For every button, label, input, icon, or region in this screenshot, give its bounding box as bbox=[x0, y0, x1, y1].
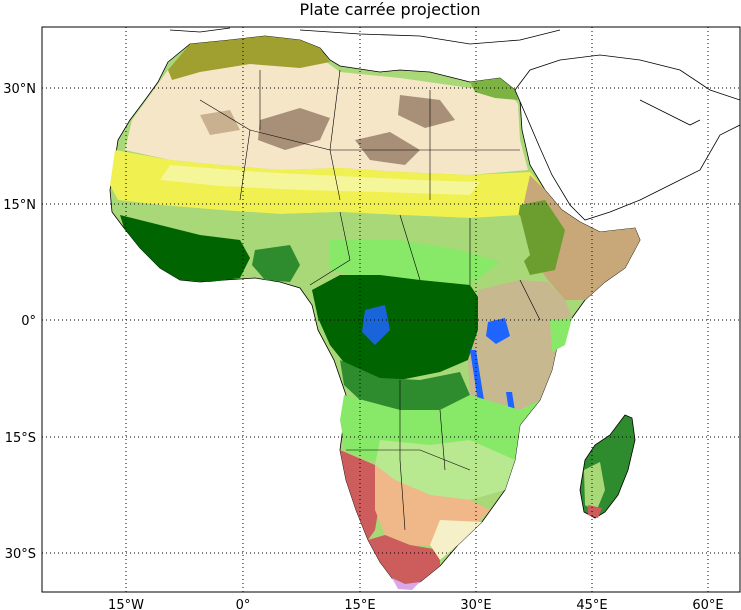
graticule bbox=[42, 27, 740, 592]
congo-forest-mosaic bbox=[340, 360, 470, 410]
madagascar-south-arid bbox=[588, 505, 602, 518]
east-african-plateau bbox=[468, 280, 572, 410]
lat-label-30s: 30°S bbox=[5, 547, 36, 562]
lat-label-30n: 30°N bbox=[3, 82, 36, 97]
karoo-red bbox=[368, 535, 440, 586]
rocky-patch-central bbox=[258, 108, 330, 150]
map-title: Plate carrée projection bbox=[299, 0, 481, 19]
lon-label-60e: 60°E bbox=[692, 598, 723, 610]
west-african-forest bbox=[120, 215, 250, 282]
lon-label-30e: 30°E bbox=[460, 598, 491, 610]
kenya-coast-green bbox=[550, 318, 572, 352]
europe-coast-iberia bbox=[169, 27, 231, 33]
highveld-cream bbox=[430, 520, 482, 560]
rocky-patch-west bbox=[200, 110, 240, 135]
lon-label-15e: 15°E bbox=[344, 598, 375, 610]
maghreb-coast bbox=[168, 36, 330, 80]
sahara-region bbox=[125, 46, 528, 175]
nigeria-forest bbox=[252, 245, 300, 282]
lat-label-15s: 15°S bbox=[5, 431, 36, 446]
mediterranean-north-coast bbox=[299, 29, 561, 45]
map-frame bbox=[41, 26, 741, 593]
lon-label-0: 0° bbox=[236, 598, 251, 610]
nile-delta bbox=[470, 78, 518, 100]
madagascar-west-savanna bbox=[584, 462, 605, 512]
lat-label-0: 0° bbox=[21, 314, 36, 329]
rocky-patch-north bbox=[398, 95, 455, 128]
country-borders bbox=[199, 69, 541, 531]
lake-tanganyika bbox=[470, 350, 484, 402]
arabian-peninsula-outline bbox=[514, 54, 740, 221]
lon-label-45e: 45°E bbox=[576, 598, 607, 610]
sahel-pale-band bbox=[160, 165, 480, 195]
lon-label-15w: 15°W bbox=[108, 598, 144, 610]
rocky-patch-east bbox=[355, 132, 420, 165]
cape-fynbos bbox=[392, 578, 420, 590]
lat-label-15n: 15°N bbox=[3, 198, 36, 213]
lake-victoria bbox=[486, 318, 510, 344]
persian-gulf-outline bbox=[639, 99, 701, 126]
cuvette-water bbox=[362, 305, 390, 345]
congo-rainforest bbox=[312, 275, 480, 380]
